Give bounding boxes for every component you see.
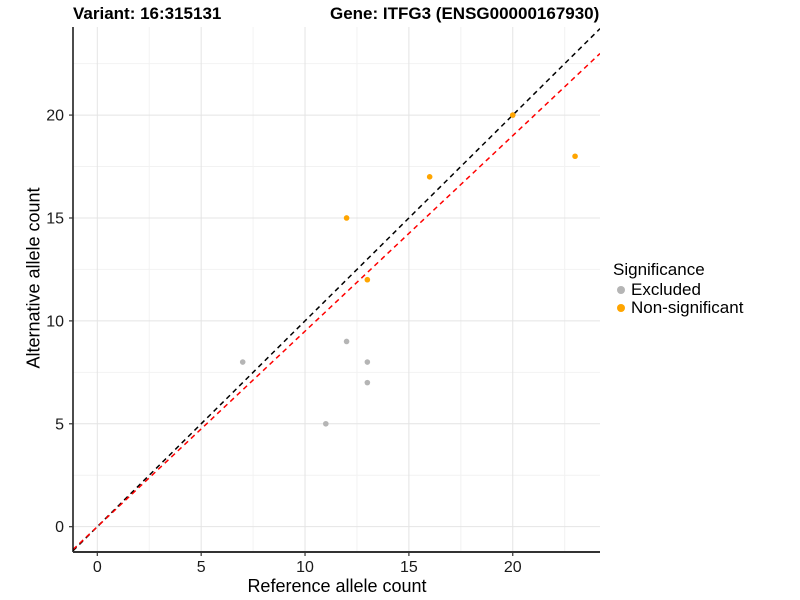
variant-title: Variant: 16:315131	[73, 4, 222, 23]
legend: Significance Excluded Non-significant	[613, 259, 743, 317]
data-point	[509, 112, 516, 118]
tick-marks	[69, 114, 514, 556]
y-tick-label: 15	[46, 210, 64, 227]
series-excluded	[239, 338, 371, 427]
x-tick-label: 5	[197, 559, 206, 576]
x-tick-labels: 0 5 10 15 20	[93, 559, 522, 576]
x-tick-label: 20	[504, 559, 522, 576]
data-point	[364, 379, 371, 386]
legend-entry-excluded: Excluded	[613, 280, 743, 299]
legend-entry-non-significant: Non-significant	[613, 298, 744, 317]
identity-line	[73, 28, 600, 552]
y-axis-title: Alternative allele count	[23, 187, 44, 369]
data-point	[323, 420, 329, 427]
data-point	[343, 215, 350, 221]
y-tick-label: 0	[55, 519, 64, 536]
x-tick-label: 0	[93, 559, 102, 576]
data-point	[426, 174, 433, 180]
legend-entry-label: Excluded	[631, 280, 701, 299]
legend-entry-label: Non-significant	[631, 298, 744, 317]
gene-title: Gene: ITFG3 (ENSG00000167930)	[330, 4, 600, 23]
data-point	[239, 359, 246, 365]
data-point	[364, 276, 371, 283]
data-point	[572, 153, 578, 160]
x-tick-label: 15	[400, 559, 418, 576]
y-tick-label: 10	[46, 313, 64, 330]
data-point	[364, 359, 371, 365]
minor-gridlines	[73, 27, 600, 552]
legend-key-dot	[617, 304, 625, 312]
series-non-significant	[343, 112, 578, 283]
legend-title: Significance	[613, 260, 705, 279]
data-point	[343, 338, 350, 345]
allelic-ratio-line	[73, 53, 600, 551]
x-tick-label: 10	[296, 559, 314, 576]
y-tick-label: 5	[55, 416, 64, 433]
x-axis-title: Reference allele count	[247, 576, 427, 596]
legend-entries: Excluded Non-significant	[613, 280, 744, 317]
legend-key-dot	[617, 286, 625, 294]
y-tick-label: 20	[46, 108, 64, 125]
y-tick-labels: 0 5 10 15 20	[46, 108, 64, 537]
